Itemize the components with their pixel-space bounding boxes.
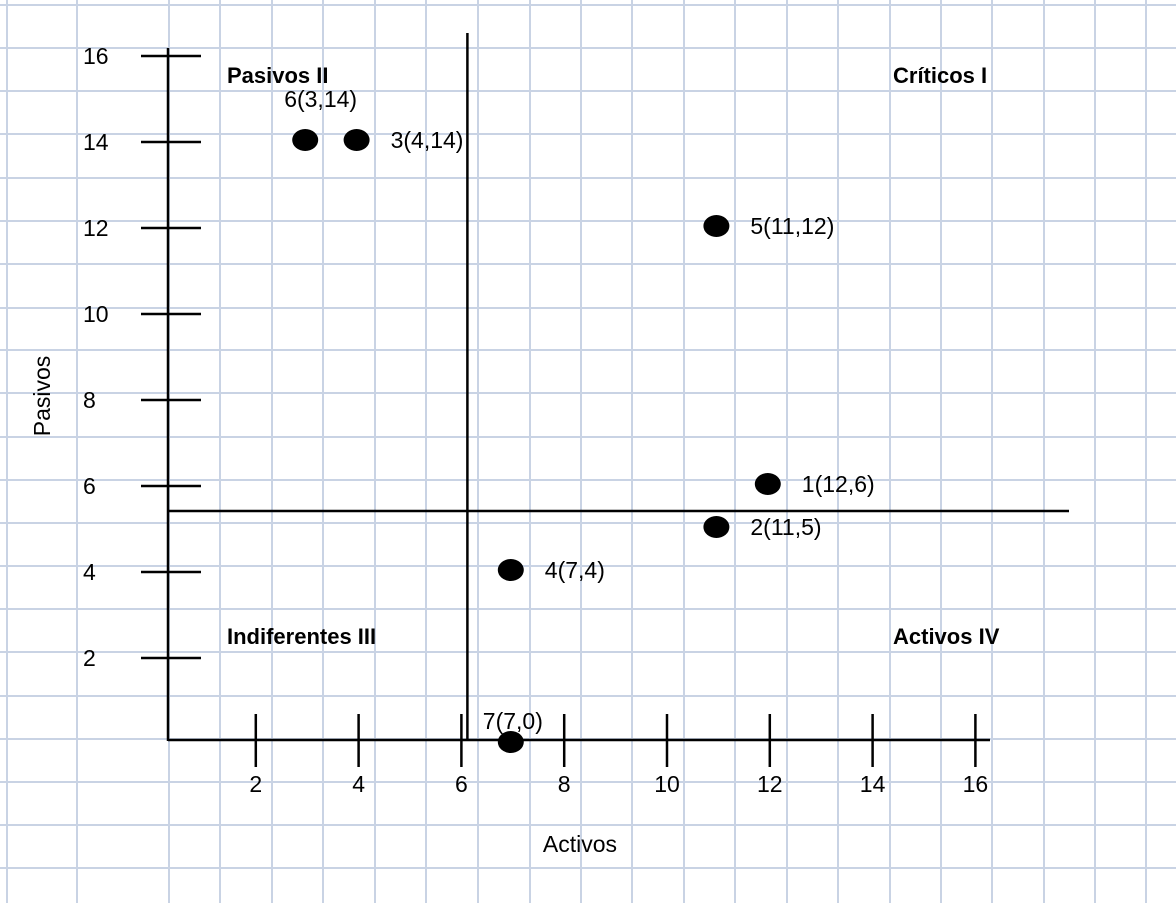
- y-tick-label: 10: [83, 301, 109, 327]
- quadrant-label-active: Activos IV: [893, 624, 1000, 649]
- data-point-label: 5(11,12): [750, 213, 834, 239]
- quadrant-label-critical: Críticos I: [893, 63, 987, 88]
- data-point-label: 4(7,4): [545, 557, 605, 583]
- data-point: [497, 559, 524, 581]
- data-point-label: 6(3,14): [284, 86, 357, 112]
- data-point: [292, 129, 319, 151]
- quadrant-label-indifferent: Indiferentes III: [227, 624, 376, 649]
- y-tick-label: 2: [83, 645, 96, 671]
- data-point: [497, 731, 524, 753]
- y-tick-label: 8: [83, 387, 96, 413]
- data-point: [343, 129, 370, 151]
- y-tick-label: 16: [83, 43, 109, 69]
- y-tick-label: 6: [83, 473, 96, 499]
- axes: [166, 48, 990, 742]
- data-point-label: 2(11,5): [750, 514, 821, 540]
- x-tick-label: 10: [654, 771, 680, 797]
- axis-ticks: 2 4 6 8 10 12 14 16 2 4 6 8 10 12 14 16: [83, 43, 988, 797]
- data-point-label: 3(4,14): [391, 127, 464, 153]
- x-tick-label: 16: [963, 771, 989, 797]
- data-points: 1(12,6) 2(11,5) 3(4,14) 4(7,4) 5(11,12) 6(3,1…: [284, 86, 875, 753]
- quadrant-dividers: [168, 33, 1069, 741]
- y-axis-title: Pasivos: [29, 356, 55, 437]
- x-tick-label: 4: [352, 771, 365, 797]
- x-tick-label: 6: [455, 771, 468, 797]
- data-point: [703, 516, 730, 538]
- y-tick-label: 14: [83, 129, 109, 155]
- data-point: [703, 215, 730, 237]
- data-point-label: 7(7,0): [483, 708, 543, 734]
- x-tick-label: 12: [757, 771, 783, 797]
- data-point-label: 1(12,6): [802, 471, 875, 497]
- y-tick-label: 12: [83, 215, 109, 241]
- quadrant-label-passive: Pasivos II: [227, 63, 329, 88]
- x-axis-title: Activos: [543, 831, 617, 857]
- x-tick-label: 2: [249, 771, 262, 797]
- x-tick-label: 14: [860, 771, 886, 797]
- x-tick-label: 8: [558, 771, 571, 797]
- data-point: [754, 473, 781, 495]
- y-tick-label: 4: [83, 559, 96, 585]
